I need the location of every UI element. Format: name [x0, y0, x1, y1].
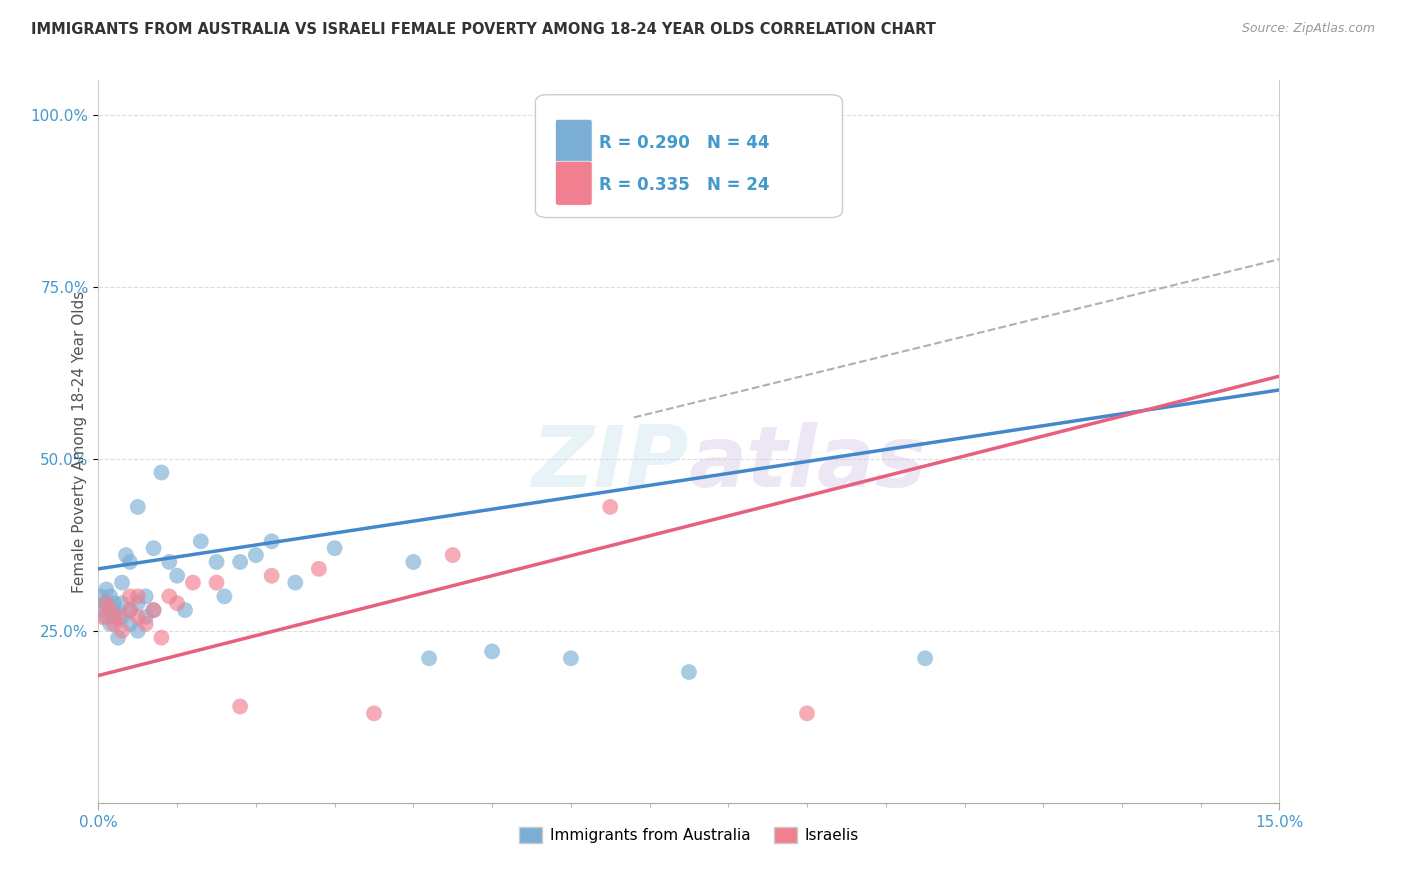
Point [103, 616, 125, 631]
Text: ZIP: ZIP [531, 422, 689, 505]
Y-axis label: Female Poverty Among 18-24 Year Olds: Female Poverty Among 18-24 Year Olds [72, 291, 87, 592]
Point [284, 575, 307, 590]
Point [402, 555, 425, 569]
Point [98, 603, 121, 617]
Point [678, 665, 700, 679]
Point [127, 624, 149, 638]
Point [418, 651, 440, 665]
Text: R = 0.290   N = 44: R = 0.290 N = 44 [599, 134, 769, 153]
Point [166, 596, 188, 610]
Point [96, 596, 118, 610]
Point [96, 582, 118, 597]
Point [111, 575, 134, 590]
Point [118, 616, 141, 631]
Point [118, 603, 141, 617]
Point [214, 590, 236, 604]
Point [157, 590, 180, 604]
Point [796, 197, 818, 211]
Point [107, 610, 129, 624]
Point [90, 590, 112, 604]
Point [166, 568, 188, 582]
Point [118, 555, 141, 569]
Point [560, 651, 582, 665]
Point [308, 562, 330, 576]
Text: IMMIGRANTS FROM AUSTRALIA VS ISRAELI FEMALE POVERTY AMONG 18-24 YEAR OLDS CORREL: IMMIGRANTS FROM AUSTRALIA VS ISRAELI FEM… [31, 22, 936, 37]
Point [91, 603, 114, 617]
Point [103, 610, 125, 624]
Point [150, 631, 173, 645]
Point [142, 603, 165, 617]
Point [118, 590, 141, 604]
Point [914, 651, 936, 665]
Text: Source: ZipAtlas.com: Source: ZipAtlas.com [1241, 22, 1375, 36]
Point [103, 596, 125, 610]
Point [98, 616, 121, 631]
Point [111, 610, 134, 624]
FancyBboxPatch shape [555, 120, 592, 163]
Point [363, 706, 385, 721]
FancyBboxPatch shape [555, 161, 592, 205]
Point [103, 603, 125, 617]
Point [127, 610, 149, 624]
Point [127, 500, 149, 514]
Point [135, 610, 157, 624]
Text: R = 0.335   N = 24: R = 0.335 N = 24 [599, 176, 769, 194]
Point [323, 541, 346, 556]
Point [93, 596, 115, 610]
Point [135, 616, 157, 631]
Point [190, 534, 212, 549]
Point [96, 610, 118, 624]
Point [135, 590, 157, 604]
Point [796, 706, 818, 721]
Point [599, 500, 621, 514]
Point [127, 590, 149, 604]
Point [142, 603, 165, 617]
Point [481, 644, 503, 658]
Point [245, 548, 267, 562]
Point [111, 596, 134, 610]
Point [107, 631, 129, 645]
Point [91, 610, 114, 624]
Point [260, 568, 283, 582]
Legend: Immigrants from Australia, Israelis: Immigrants from Australia, Israelis [513, 822, 865, 849]
Point [98, 590, 121, 604]
Point [181, 575, 204, 590]
Point [441, 548, 464, 562]
Point [174, 603, 197, 617]
Point [150, 466, 173, 480]
Point [118, 603, 141, 617]
Point [115, 548, 138, 562]
Point [111, 624, 134, 638]
Point [142, 541, 165, 556]
Point [229, 555, 252, 569]
Point [205, 555, 228, 569]
Point [205, 575, 228, 590]
Point [127, 596, 149, 610]
Point [229, 699, 252, 714]
Text: atlas: atlas [689, 422, 927, 505]
FancyBboxPatch shape [536, 95, 842, 218]
Point [157, 555, 180, 569]
Point [260, 534, 283, 549]
